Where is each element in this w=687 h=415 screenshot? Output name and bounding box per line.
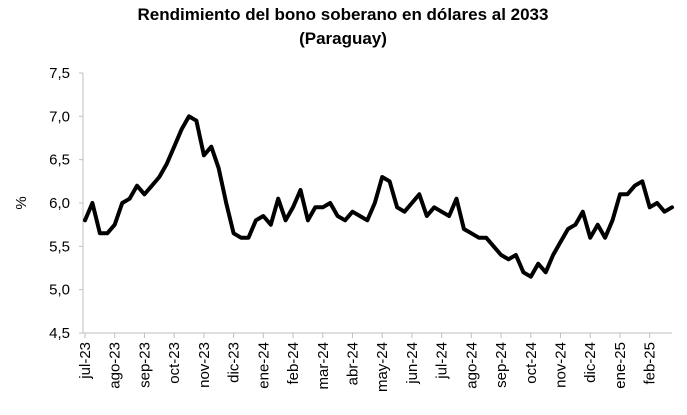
y-tick-label: 4,5	[49, 325, 70, 342]
y-tick-label: 5,0	[49, 282, 70, 299]
y-tick-label: 7,5	[49, 65, 70, 82]
x-tick-label: nov-24	[553, 342, 570, 388]
y-tick-label: 6,0	[49, 195, 70, 212]
y-tick-label: 5,5	[49, 238, 70, 255]
x-tick-label: jul-23	[77, 342, 94, 380]
x-tick-label: feb-25	[642, 342, 659, 385]
x-tick-label: oct-23	[166, 342, 183, 384]
y-tick-label: 6,5	[49, 152, 70, 169]
x-tick-label: ago-23	[107, 342, 124, 389]
y-tick-label: 7,0	[49, 108, 70, 125]
x-tick-label: jun-24	[404, 342, 421, 385]
x-tick-label: abr-24	[344, 342, 361, 385]
chart-title: Rendimiento del bono soberano en dólares…	[138, 5, 549, 24]
x-tick-label: sep-24	[493, 342, 510, 388]
x-tick-label: jul-24	[434, 342, 451, 380]
x-tick-label: ene-25	[612, 342, 629, 389]
x-tick-label: mar-24	[315, 342, 332, 390]
x-tick-label: ago-24	[463, 342, 480, 389]
x-tick-label: feb-24	[285, 342, 302, 385]
x-tick-label: nov-23	[196, 342, 213, 388]
chart-subtitle: (Paraguay)	[299, 29, 387, 48]
x-tick-label: dic-24	[582, 342, 599, 383]
y-axis-label: %	[13, 196, 30, 209]
x-tick-label: ene-24	[255, 342, 272, 389]
x-tick-label: sep-23	[136, 342, 153, 388]
line	[83, 114, 674, 279]
x-tick-label: dic-23	[226, 342, 243, 383]
x-tick-label: oct-24	[523, 342, 540, 384]
x-tick-label: may-24	[374, 342, 391, 392]
